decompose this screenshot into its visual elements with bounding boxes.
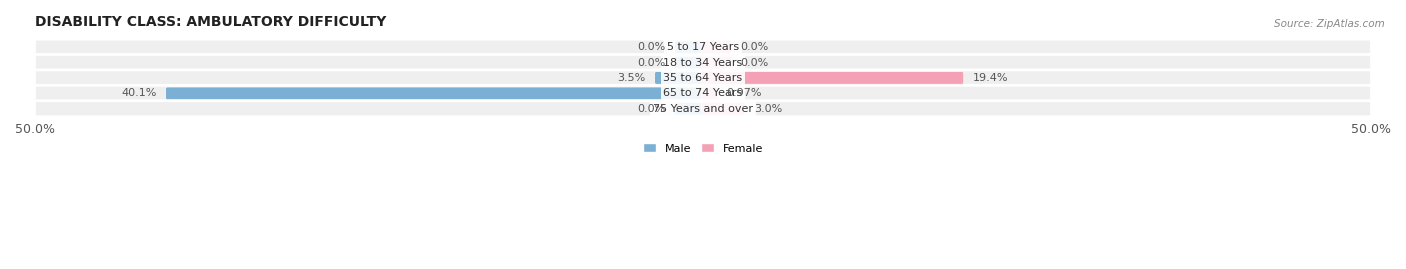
Text: 3.0%: 3.0%: [754, 104, 782, 114]
Text: 0.0%: 0.0%: [741, 58, 769, 68]
FancyBboxPatch shape: [675, 102, 704, 115]
FancyBboxPatch shape: [702, 72, 963, 84]
Text: 0.0%: 0.0%: [637, 58, 665, 68]
Text: 3.5%: 3.5%: [617, 73, 645, 83]
Text: 0.0%: 0.0%: [741, 42, 769, 52]
FancyBboxPatch shape: [35, 39, 1371, 55]
Legend: Male, Female: Male, Female: [638, 139, 768, 158]
Text: 0.97%: 0.97%: [727, 88, 762, 98]
Text: 18 to 34 Years: 18 to 34 Years: [664, 58, 742, 68]
Text: DISABILITY CLASS: AMBULATORY DIFFICULTY: DISABILITY CLASS: AMBULATORY DIFFICULTY: [35, 15, 387, 29]
FancyBboxPatch shape: [675, 56, 704, 69]
FancyBboxPatch shape: [675, 41, 704, 54]
FancyBboxPatch shape: [702, 87, 717, 100]
Text: 0.0%: 0.0%: [637, 104, 665, 114]
FancyBboxPatch shape: [35, 85, 1371, 101]
FancyBboxPatch shape: [655, 72, 704, 84]
FancyBboxPatch shape: [166, 87, 704, 100]
Text: 0.0%: 0.0%: [637, 42, 665, 52]
FancyBboxPatch shape: [35, 101, 1371, 117]
FancyBboxPatch shape: [702, 41, 731, 54]
Text: Source: ZipAtlas.com: Source: ZipAtlas.com: [1274, 19, 1385, 29]
FancyBboxPatch shape: [35, 55, 1371, 70]
Text: 75 Years and over: 75 Years and over: [652, 104, 754, 114]
FancyBboxPatch shape: [702, 102, 745, 115]
Text: 19.4%: 19.4%: [973, 73, 1008, 83]
FancyBboxPatch shape: [702, 56, 731, 69]
Text: 40.1%: 40.1%: [121, 88, 156, 98]
Text: 5 to 17 Years: 5 to 17 Years: [666, 42, 740, 52]
Text: 65 to 74 Years: 65 to 74 Years: [664, 88, 742, 98]
FancyBboxPatch shape: [35, 70, 1371, 86]
Text: 35 to 64 Years: 35 to 64 Years: [664, 73, 742, 83]
